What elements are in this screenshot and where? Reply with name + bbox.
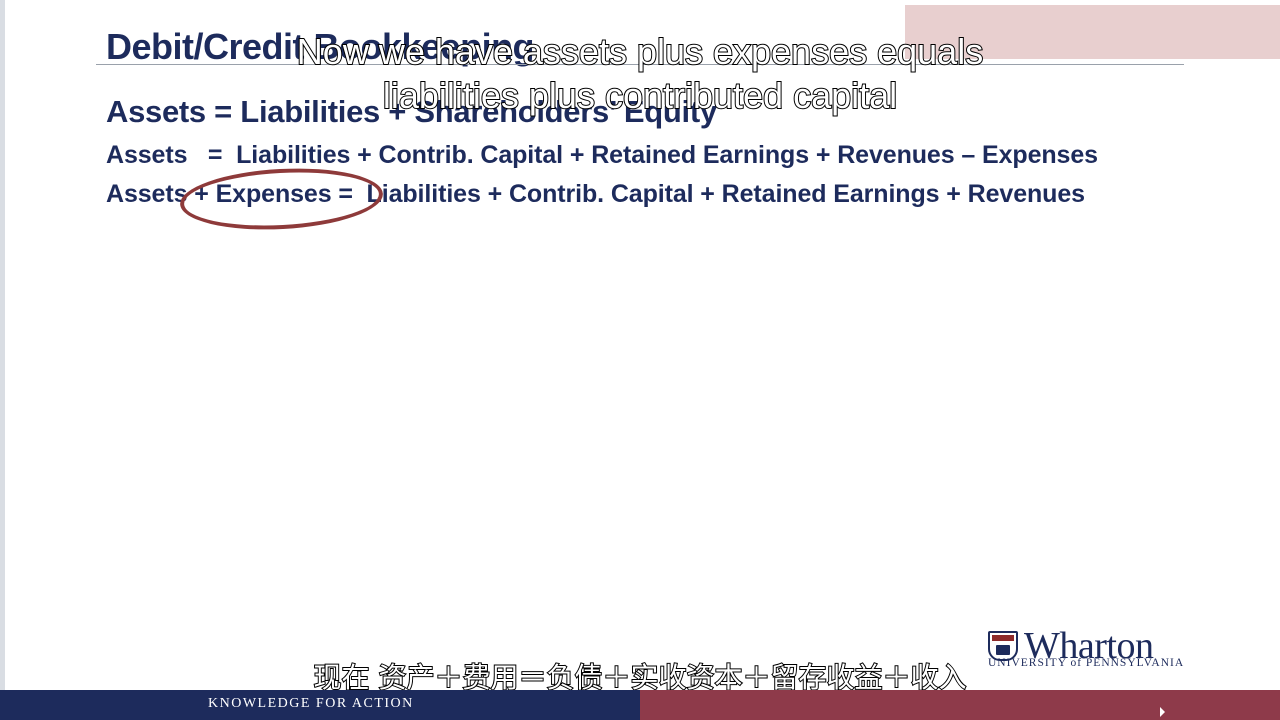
footer-navy-band: KNOWLEDGE FOR ACTION (0, 690, 640, 720)
equation-rearranged: Assets + Expenses = Liabilities + Contri… (106, 180, 1085, 208)
slide-left-edge (0, 0, 5, 690)
penn-shield-icon (988, 631, 1018, 661)
mouse-cursor-icon (1160, 707, 1165, 717)
top-accent-bar (905, 5, 1280, 59)
footer-maroon-band (640, 690, 1280, 720)
logo-university: UNIVERSITY of PENNSYLVANIA (988, 657, 1185, 669)
english-subtitle-line-2: liabilities plus contributed capital (382, 74, 898, 117)
logo-name: Wharton (1024, 625, 1154, 667)
title-divider (96, 64, 1184, 65)
wharton-logo: Wharton UNIVERSITY of PENNSYLVANIA (988, 625, 1193, 672)
english-subtitle-line-1: Now we have assets plus expenses equals (296, 30, 984, 73)
slide-title: Debit/Credit Bookkeeping (106, 26, 535, 67)
chinese-subtitle: 现在 资产＋费用＝负债＋实收资本＋留存收益＋收入 (313, 660, 968, 695)
equation-expanded: Assets = Liabilities + Contrib. Capital … (106, 141, 1098, 169)
equation-basic: Assets = Liabilities + Shareholders’ Equ… (106, 94, 717, 129)
footer-tagline: KNOWLEDGE FOR ACTION (208, 696, 414, 711)
english-subtitle: Now we have assets plus expenses equals … (0, 30, 1280, 118)
expenses-highlight-circle (178, 163, 385, 235)
